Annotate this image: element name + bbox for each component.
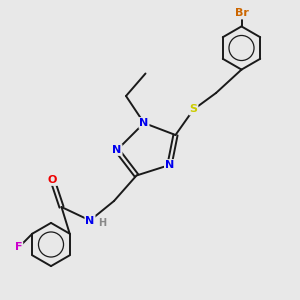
Text: O: O — [48, 175, 57, 185]
Text: F: F — [15, 242, 22, 253]
Text: H: H — [98, 218, 106, 229]
Text: N: N — [165, 160, 174, 170]
Text: N: N — [112, 145, 122, 155]
Text: S: S — [190, 104, 197, 115]
Text: Br: Br — [235, 8, 248, 19]
Text: N: N — [85, 215, 94, 226]
Text: N: N — [140, 118, 148, 128]
